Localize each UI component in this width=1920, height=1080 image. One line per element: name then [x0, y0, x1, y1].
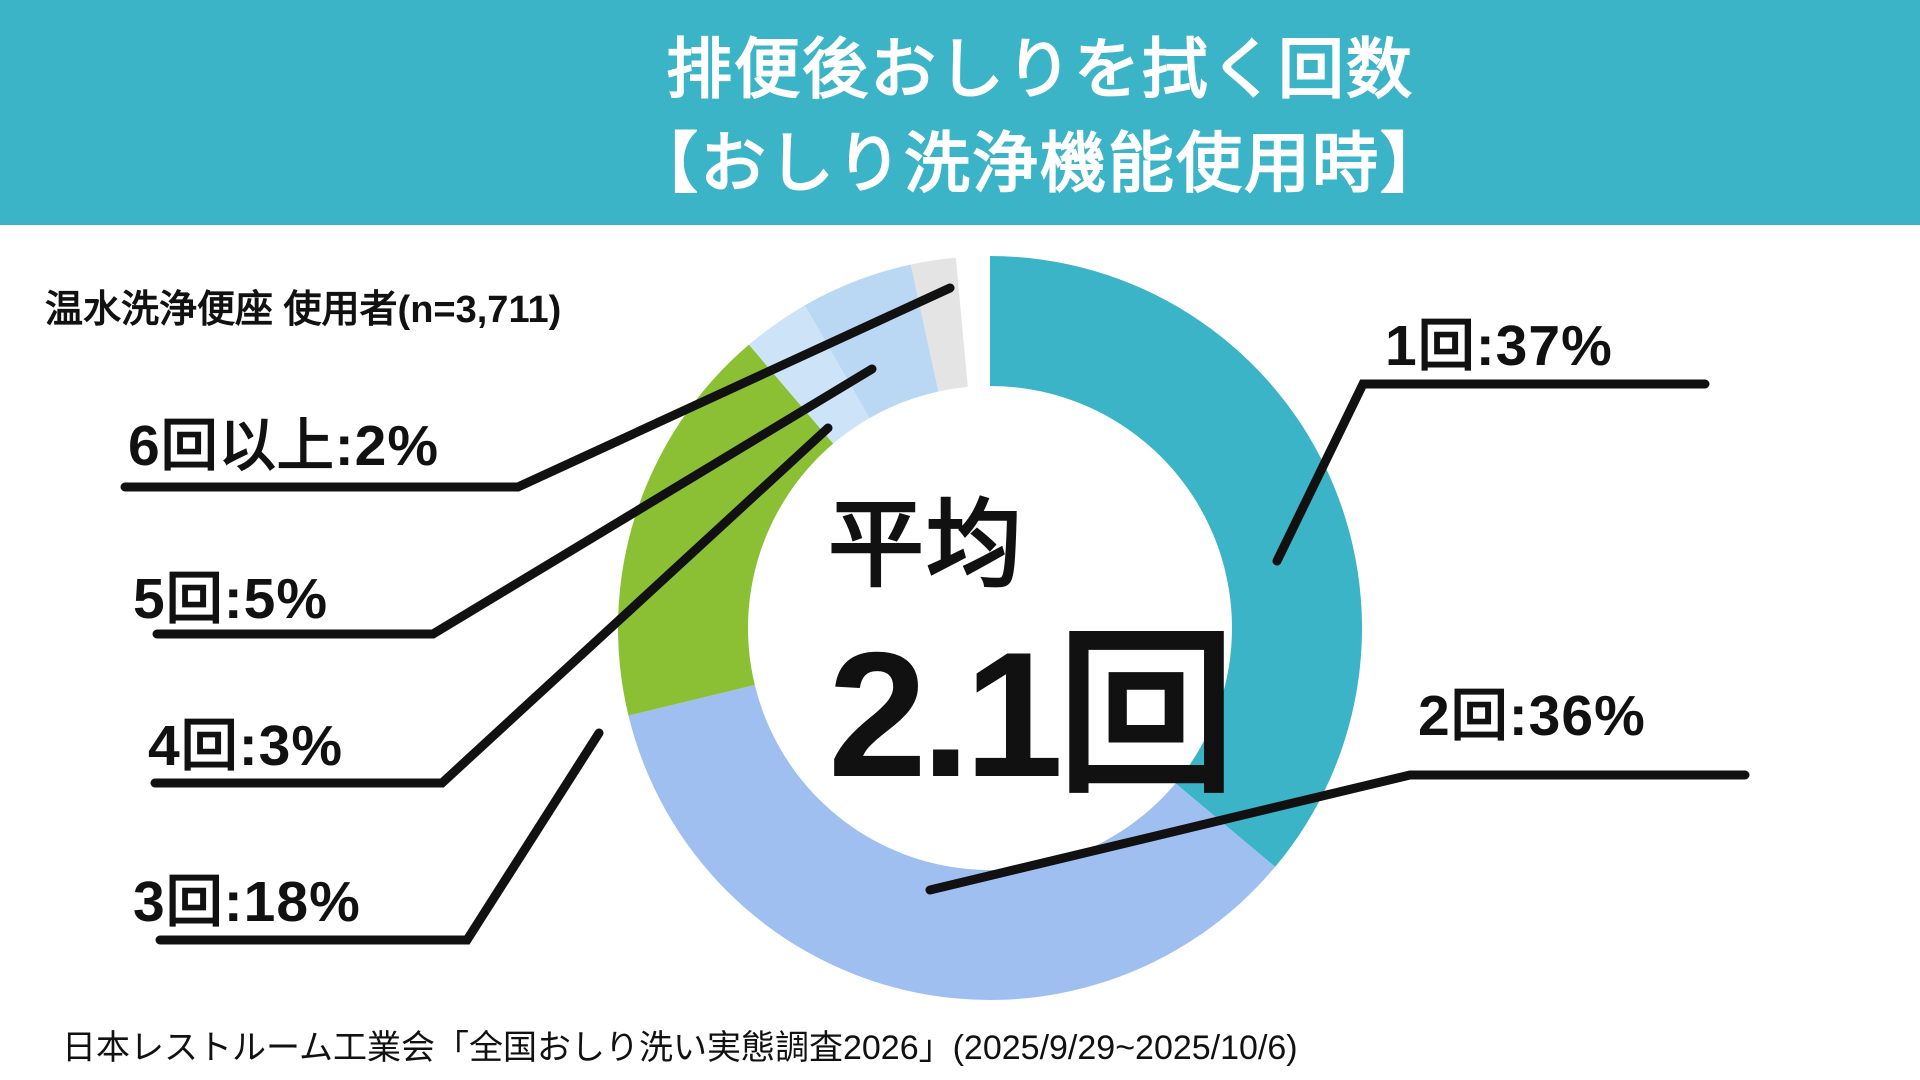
page-title: 排便後おしりを拭く回数 【おしり洗浄機能使用時】: [0, 22, 1920, 210]
callout-6kai-ijou: 6回以上:2%: [128, 414, 440, 478]
leader-line-1kai: [1272, 379, 1710, 566]
leader-line-2kai: [925, 770, 1750, 895]
page-title-line1: 排便後おしりを拭く回数: [666, 32, 1414, 106]
leader-line-5kai: [152, 364, 877, 639]
average-label: 平均: [828, 492, 1024, 599]
leader-line-4kai: [150, 423, 833, 788]
page-title-line2: 【おしり洗浄機能使用時】: [632, 126, 1448, 200]
callout-2kai: 2回:36%: [1418, 684, 1646, 748]
callout-3kai: 3回:18%: [133, 870, 361, 934]
donut-slice-4回: [748, 305, 870, 444]
leader-line-3kai: [155, 728, 604, 945]
donut-slice-5回: [804, 264, 939, 419]
donut-center-text: 平均 2.1回: [828, 498, 1248, 804]
callout-1kai: 1回:37%: [1385, 314, 1613, 378]
sample-size-label: 温水洗浄便座 使用者(n=3,711): [45, 289, 562, 331]
source-citation: 日本レストルーム工業会「全国おしり洗い実態調査2026」(2025/9/29~2…: [62, 1029, 1298, 1067]
average-value: 2.1回: [828, 615, 1235, 814]
donut-slice-2回: [628, 684, 1276, 1000]
donut-slice-3回: [618, 344, 834, 716]
callout-5kai: 5回:5%: [133, 567, 329, 631]
donut-slice-1回: [990, 256, 1362, 867]
header-band: 排便後おしりを拭く回数 【おしり洗浄機能使用時】: [0, 0, 1920, 225]
donut-slice-6回以上: [910, 257, 968, 392]
leader-line-6kai-ijou: [120, 283, 955, 492]
callout-4kai: 4回:3%: [148, 714, 344, 778]
